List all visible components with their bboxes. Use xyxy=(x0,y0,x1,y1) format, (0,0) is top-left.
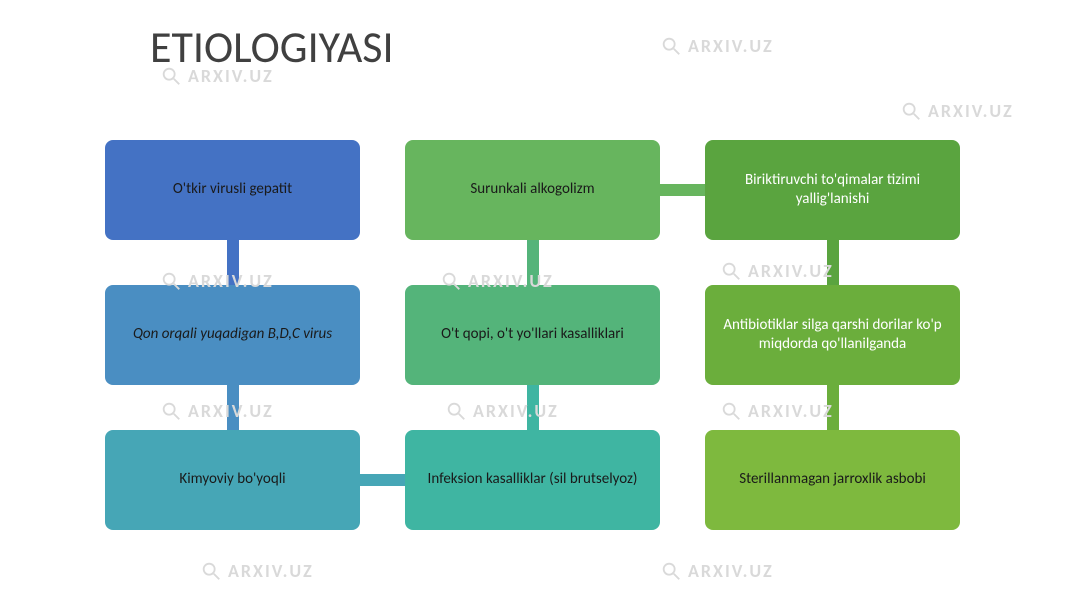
flow-box-label: Biriktiruvchi to'qimalar tizimi yallig'l… xyxy=(721,171,944,210)
connector xyxy=(527,381,539,434)
connector xyxy=(227,381,239,434)
connector xyxy=(827,381,839,434)
flow-box-label: Sterillanmagan jarroxlik asbobi xyxy=(739,470,926,490)
flow-box-label: Antibiotiklar silga qarshi dorilar ko'p … xyxy=(721,316,944,355)
page-title: ETIOLOGIYASI xyxy=(150,20,394,74)
flow-box-b7: Biriktiruvchi to'qimalar tizimi yallig'l… xyxy=(705,140,960,240)
flow-box-b9: Sterillanmagan jarroxlik asbobi xyxy=(705,430,960,530)
flow-box-b2: Qon orqali yuqadigan B,D,C virus xyxy=(105,285,360,385)
flow-box-b8: Antibiotiklar silga qarshi dorilar ko'p … xyxy=(705,285,960,385)
flow-box-label: Kimyoviy bo'yoqli xyxy=(179,470,285,490)
flow-box-label: O't qopi, o't yo'llari kasalliklari xyxy=(441,325,624,345)
flow-box-b3: Kimyoviy bo'yoqli xyxy=(105,430,360,530)
watermark: ARXIV.UZ xyxy=(660,35,774,57)
flow-box-label: Qon orqali yuqadigan B,D,C virus xyxy=(133,325,332,345)
etiology-flow-grid: O'tkir virusli gepatit Qon orqali yuqadig… xyxy=(105,140,965,530)
flow-box-b6: Surunkali alkogolizm xyxy=(405,140,660,240)
flow-box-b4: Infeksion kasalliklar (sil brutselyoz) xyxy=(405,430,660,530)
flow-box-label: Surunkali alkogolizm xyxy=(470,180,594,200)
connector xyxy=(356,474,409,486)
connector xyxy=(527,236,539,289)
flow-box-b5: O't qopi, o't yo'llari kasalliklari xyxy=(405,285,660,385)
connector xyxy=(227,236,239,289)
watermark: ARXIV.UZ xyxy=(900,100,1014,122)
flow-box-label: O'tkir virusli gepatit xyxy=(173,180,292,200)
watermark: ARXIV.UZ xyxy=(660,560,774,582)
connector xyxy=(656,184,709,196)
connector xyxy=(827,236,839,289)
watermark: ARXIV.UZ xyxy=(200,560,314,582)
flow-box-label: Infeksion kasalliklar (sil brutselyoz) xyxy=(428,470,638,490)
flow-box-b1: O'tkir virusli gepatit xyxy=(105,140,360,240)
